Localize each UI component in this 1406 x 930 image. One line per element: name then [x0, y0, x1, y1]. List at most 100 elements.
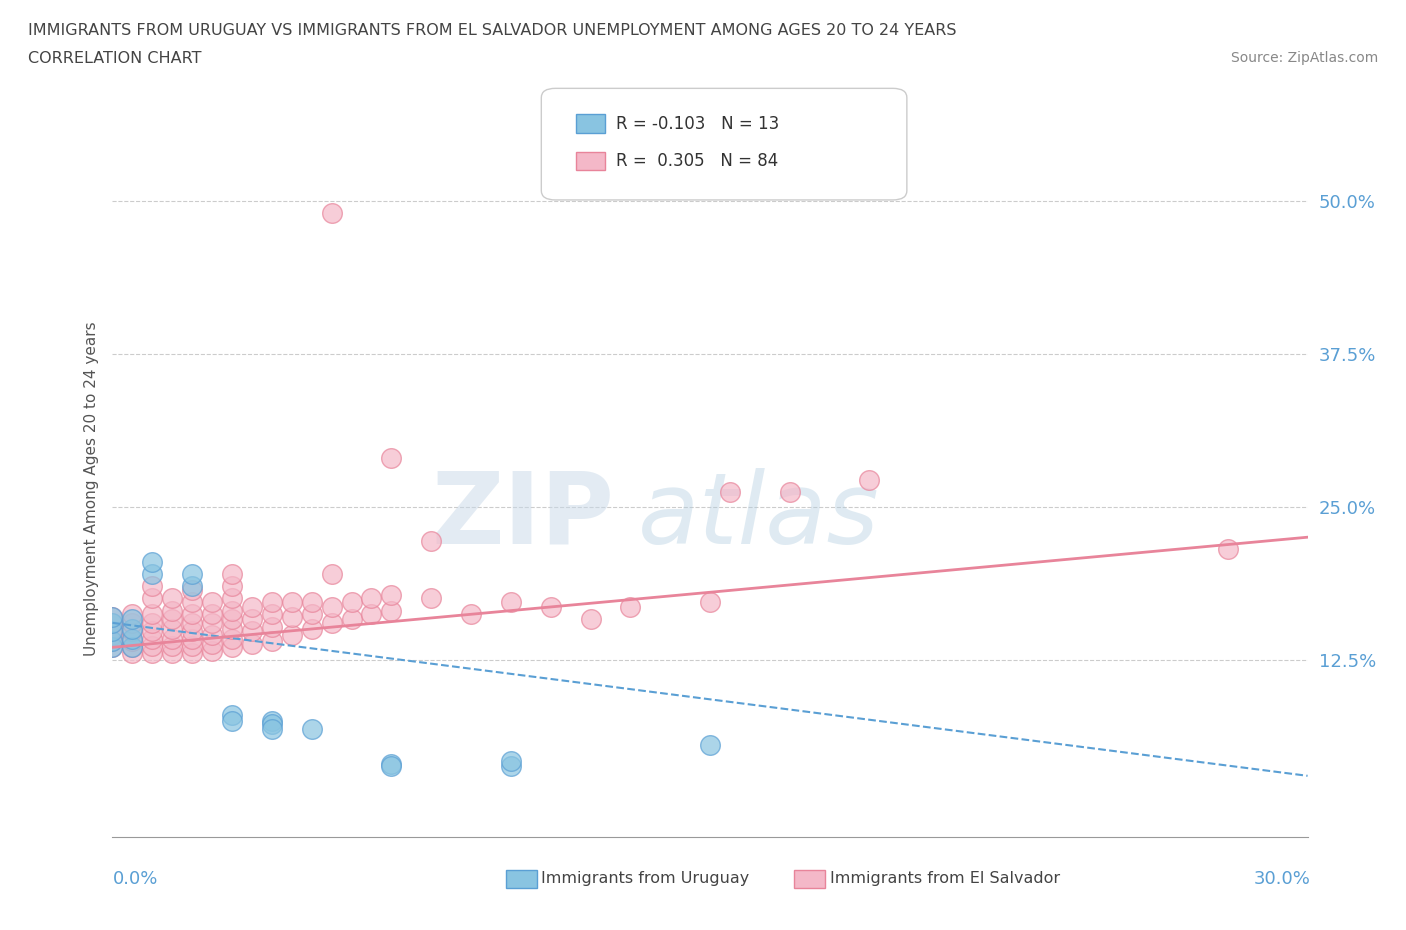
Point [141, 607, 163, 622]
Point [260, 594, 283, 609]
Point [121, 631, 143, 646]
Point [360, 591, 382, 605]
Point [260, 713, 283, 728]
Point [321, 616, 343, 631]
Point [221, 591, 243, 605]
Point [301, 594, 323, 609]
Text: 0.0%: 0.0% [112, 870, 157, 888]
Point [380, 604, 402, 618]
Point [181, 616, 204, 631]
Point [579, 612, 602, 627]
Point [141, 616, 163, 631]
Point [121, 607, 143, 622]
Point [121, 640, 143, 655]
Point [181, 639, 204, 654]
Point [499, 753, 522, 768]
Point [699, 737, 721, 752]
Point [101, 616, 124, 631]
Point [162, 646, 183, 661]
Point [201, 607, 224, 622]
Point [340, 612, 363, 627]
Point [121, 633, 143, 648]
Point [201, 644, 224, 658]
Point [101, 640, 124, 655]
Point [141, 591, 163, 605]
Point [201, 616, 224, 631]
Point [460, 607, 482, 622]
Point [101, 609, 124, 624]
Point [101, 624, 124, 639]
Point [380, 756, 402, 771]
Point [301, 722, 323, 737]
Point [240, 636, 263, 651]
Point [121, 646, 143, 661]
Y-axis label: Unemployment Among Ages 20 to 24 years: Unemployment Among Ages 20 to 24 years [83, 321, 98, 656]
Point [181, 578, 204, 593]
Point [221, 566, 243, 581]
Point [420, 534, 443, 549]
Point [121, 624, 143, 639]
Point [221, 578, 243, 593]
Point [858, 472, 880, 487]
Point [360, 607, 382, 622]
Point [201, 628, 224, 643]
Point [181, 631, 204, 646]
Point [1216, 542, 1239, 557]
Text: ZIP: ZIP [432, 468, 614, 565]
Point [181, 607, 204, 622]
Point [380, 450, 402, 465]
Point [141, 646, 163, 661]
Point [141, 639, 163, 654]
Point [101, 640, 124, 655]
Point [301, 607, 323, 622]
Point [101, 616, 124, 631]
Point [201, 636, 224, 651]
Point [281, 594, 304, 609]
Point [221, 713, 243, 728]
Point [540, 600, 562, 615]
Text: atlas: atlas [638, 468, 880, 565]
Point [281, 628, 304, 643]
Point [181, 624, 204, 639]
Point [260, 607, 283, 622]
Point [420, 591, 443, 605]
Text: 30.0%: 30.0% [1254, 870, 1310, 888]
Point [301, 621, 323, 636]
Point [221, 621, 243, 636]
Point [718, 485, 741, 499]
Point [260, 717, 283, 732]
Point [340, 594, 363, 609]
Point [101, 633, 124, 648]
Point [619, 600, 641, 615]
Point [162, 639, 183, 654]
Point [321, 600, 343, 615]
Point [221, 612, 243, 627]
Point [260, 619, 283, 634]
Text: R =  0.305   N = 84: R = 0.305 N = 84 [616, 152, 778, 170]
Point [221, 707, 243, 722]
Point [240, 612, 263, 627]
Point [201, 594, 224, 609]
Point [321, 206, 343, 220]
Point [221, 604, 243, 618]
Point [141, 566, 163, 581]
Point [181, 582, 204, 597]
Text: Immigrants from El Salvador: Immigrants from El Salvador [830, 871, 1060, 886]
Point [162, 612, 183, 627]
Point [121, 621, 143, 636]
Point [101, 628, 124, 643]
Point [380, 759, 402, 774]
Point [240, 600, 263, 615]
Point [162, 631, 183, 646]
Point [779, 485, 801, 499]
Point [380, 587, 402, 602]
Text: Source: ZipAtlas.com: Source: ZipAtlas.com [1230, 51, 1378, 65]
Point [141, 631, 163, 646]
Point [141, 554, 163, 569]
Point [499, 594, 522, 609]
Text: Immigrants from Uruguay: Immigrants from Uruguay [541, 871, 749, 886]
Text: CORRELATION CHART: CORRELATION CHART [28, 51, 201, 66]
Point [101, 633, 124, 648]
Text: IMMIGRANTS FROM URUGUAY VS IMMIGRANTS FROM EL SALVADOR UNEMPLOYMENT AMONG AGES 2: IMMIGRANTS FROM URUGUAY VS IMMIGRANTS FR… [28, 23, 956, 38]
Text: R = -0.103   N = 13: R = -0.103 N = 13 [616, 114, 779, 133]
